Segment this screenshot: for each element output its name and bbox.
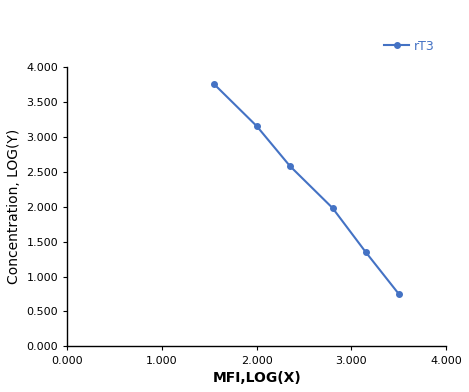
Legend: rT3: rT3 <box>379 34 440 58</box>
rT3 <box>287 163 293 168</box>
Line: rT3: rT3 <box>212 82 401 297</box>
rT3 <box>363 250 369 254</box>
rT3 <box>330 206 335 211</box>
X-axis label: MFI,LOG(X): MFI,LOG(X) <box>212 371 301 385</box>
rT3 <box>396 292 401 296</box>
Y-axis label: Concentration, LOG(Y): Concentration, LOG(Y) <box>7 129 21 284</box>
rT3 <box>212 82 217 87</box>
rT3 <box>254 124 259 129</box>
